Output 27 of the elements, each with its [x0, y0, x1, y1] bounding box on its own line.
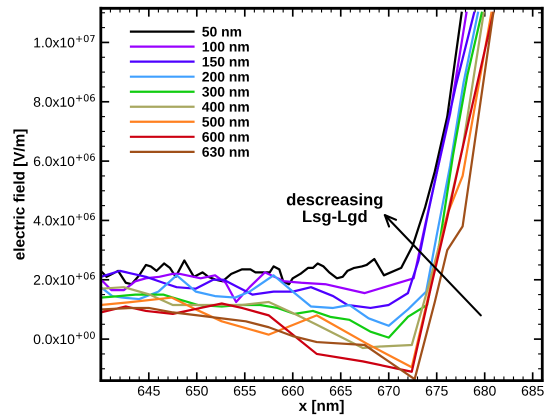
legend-label: 630 nm	[202, 147, 249, 157]
legend-label: 300 nm	[202, 86, 249, 97]
x-tick-label: 665	[330, 386, 352, 396]
x-tick-label: 645	[138, 386, 160, 396]
y-tick-label: 1.0x10$^{+07}$	[34, 34, 95, 48]
y-tick-label: 0.0x10$^{+00}$	[34, 332, 95, 344]
x-axis-title: x [nm]	[298, 400, 344, 414]
y-tick-label: 8.0x10$^{+06}$	[34, 94, 95, 107]
legend-label: 500 nm	[202, 116, 249, 127]
annotation: descreasing Lsg-Lgd	[286, 193, 382, 226]
y-tick-label: 4.0x10$^{+06}$	[34, 212, 95, 226]
x-tick-label: 655	[234, 386, 256, 396]
x-tick-label: 675	[426, 386, 448, 396]
x-tick-label: 680	[474, 386, 496, 396]
y-tick-label: 6.0x10$^{+06}$	[34, 154, 95, 166]
legend-label: 50 nm	[202, 26, 242, 37]
x-tick-label: 660	[282, 386, 304, 396]
legend-label: 200 nm	[202, 72, 249, 82]
y-tick-label: 2.0x10$^{+06}$	[34, 272, 95, 285]
x-tick-label: 670	[378, 386, 400, 396]
x-tick-label: 650	[186, 386, 208, 396]
y-axis-title: electric field [V/m]	[13, 130, 28, 260]
legend-label: 600 nm	[202, 132, 249, 142]
legend-label: 150 nm	[202, 56, 249, 67]
x-tick-label: 685	[522, 386, 544, 396]
legend-label: 400 nm	[202, 102, 249, 112]
legend-label: 100 nm	[202, 42, 249, 52]
